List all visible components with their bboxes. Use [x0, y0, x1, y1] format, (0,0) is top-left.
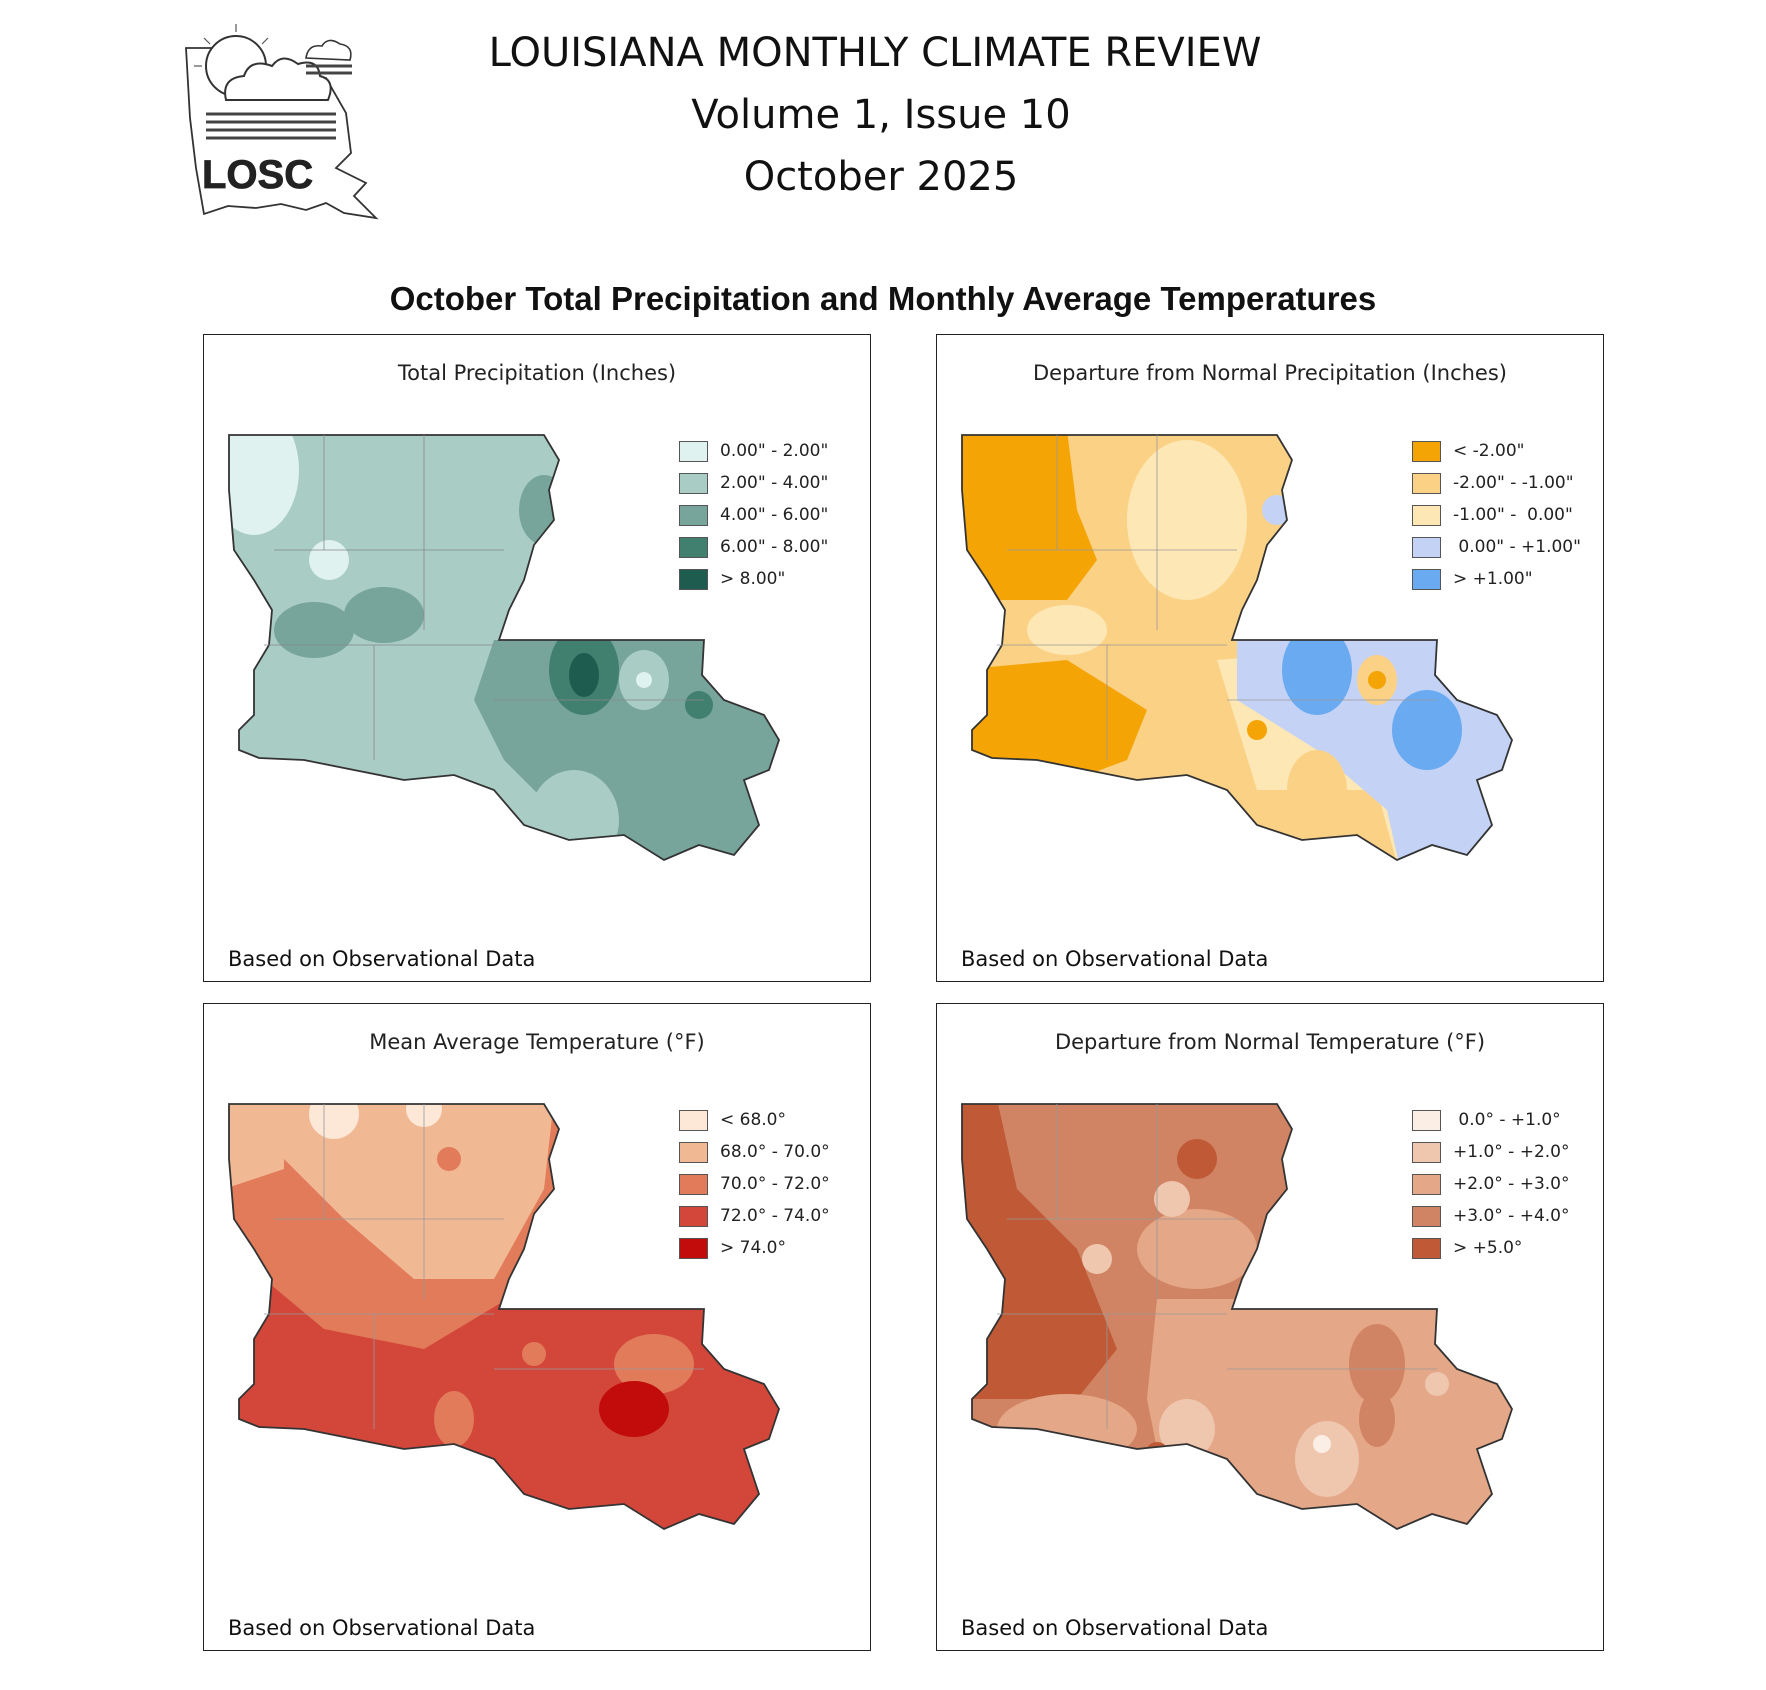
legend: 0.00" - 2.00" 2.00" - 4.00" 4.00" - 6.00…	[679, 435, 828, 595]
legend: 0.0° - +1.0° +1.0° - +2.0° +2.0° - +3.0°…	[1412, 1104, 1570, 1264]
panel-title: Mean Average Temperature (°F)	[369, 1030, 705, 1054]
legend: < -2.00" -2.00" - -1.00" -1.00" - 0.00" …	[1412, 435, 1581, 595]
map-panel-precipitation-departure: Departure from Normal Precipitation (Inc…	[936, 334, 1604, 982]
temperature-departure-map	[961, 1103, 1513, 1530]
legend-item: > 8.00"	[679, 563, 828, 595]
panel-title: Departure from Normal Temperature (°F)	[1054, 1030, 1486, 1054]
legend-item: 0.00" - +1.00"	[1412, 531, 1581, 563]
legend-item: +1.0° - +2.0°	[1412, 1136, 1570, 1168]
map-panel-mean-temperature: Mean Average Temperature (°F) < 68.0° 68…	[203, 1003, 871, 1651]
legend-item: 0.00" - 2.00"	[679, 435, 828, 467]
panel-title: Total Precipitation (Inches)	[397, 361, 677, 385]
legend: < 68.0° 68.0° - 70.0° 70.0° - 72.0° 72.0…	[679, 1104, 830, 1264]
publication-title: LOUISIANA MONTHLY CLIMATE REVIEW	[488, 30, 1262, 76]
legend-item: > +1.00"	[1412, 563, 1581, 595]
panel-footer: Based on Observational Data	[961, 1616, 1269, 1640]
legend-item: > 74.0°	[679, 1232, 830, 1264]
legend-item: 0.0° - +1.0°	[1412, 1104, 1570, 1136]
panel-footer: Based on Observational Data	[228, 947, 536, 971]
volume-issue: Volume 1, Issue 10	[691, 92, 1071, 138]
legend-item: 4.00" - 6.00"	[679, 499, 828, 531]
mean-temperature-map	[228, 1103, 780, 1530]
legend-item: -1.00" - 0.00"	[1412, 499, 1581, 531]
legend-item: 2.00" - 4.00"	[679, 467, 828, 499]
losc-logo: LOSC	[185, 24, 379, 220]
legend-item: 6.00" - 8.00"	[679, 531, 828, 563]
legend-item: 70.0° - 72.0°	[679, 1168, 830, 1200]
map-panel-total-precipitation: Total Precipitation (Inches) 0.00" - 2.0…	[203, 334, 871, 982]
map-panel-temperature-departure: Departure from Normal Temperature (°F) 0…	[936, 1003, 1604, 1651]
legend-item: -2.00" - -1.00"	[1412, 467, 1581, 499]
legend-item: +3.0° - +4.0°	[1412, 1200, 1570, 1232]
legend-item: > +5.0°	[1412, 1232, 1570, 1264]
section-title: October Total Precipitation and Monthly …	[389, 280, 1377, 317]
panel-footer: Based on Observational Data	[961, 947, 1269, 971]
legend-item: +2.0° - +3.0°	[1412, 1168, 1570, 1200]
legend-item: < 68.0°	[679, 1104, 830, 1136]
panel-title: Departure from Normal Precipitation (Inc…	[1033, 361, 1507, 385]
legend-item: 68.0° - 70.0°	[679, 1136, 830, 1168]
issue-date: October 2025	[743, 154, 1019, 200]
logo-text: LOSC	[202, 153, 313, 197]
panel-footer: Based on Observational Data	[228, 1616, 536, 1640]
legend-item: 72.0° - 74.0°	[679, 1200, 830, 1232]
legend-item: < -2.00"	[1412, 435, 1581, 467]
